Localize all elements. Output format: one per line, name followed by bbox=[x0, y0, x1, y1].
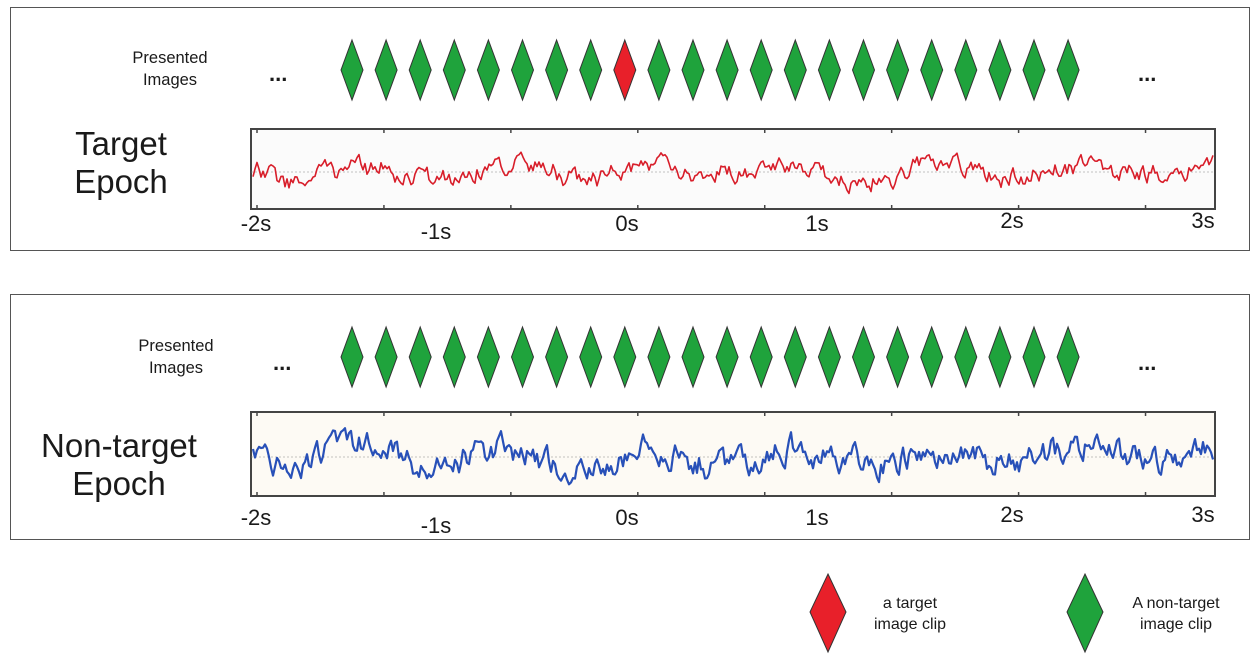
time-tick-label: 1s bbox=[805, 211, 829, 236]
nontarget-image-diamond bbox=[1022, 38, 1046, 102]
nontarget-image-diamond bbox=[749, 38, 773, 102]
ellipsis-right: ... bbox=[1138, 350, 1157, 375]
target-eeg-signal bbox=[250, 128, 1216, 210]
nontarget-image-diamond bbox=[408, 38, 432, 102]
nontarget-image-diamond bbox=[920, 325, 944, 389]
nontarget-image-diamond bbox=[851, 38, 876, 102]
nontarget-image-diamond bbox=[442, 325, 466, 389]
nontarget-image-diamond bbox=[579, 38, 603, 102]
target-epoch-label: Target Epoch bbox=[74, 125, 168, 200]
time-tick-label: -1s bbox=[420, 219, 452, 244]
ellipsis-left: ... bbox=[269, 61, 288, 86]
presented-image-sequence bbox=[340, 38, 1080, 102]
nontarget-image-diamond bbox=[988, 325, 1012, 389]
nontarget-image-diamond bbox=[647, 325, 671, 389]
nontarget-image-diamond bbox=[886, 325, 910, 389]
nontarget-image-diamond bbox=[510, 38, 535, 102]
ellipsis-right: ... bbox=[1138, 61, 1157, 86]
nontarget-image-diamond bbox=[954, 325, 978, 389]
nontarget-diamond-legend-icon bbox=[1066, 572, 1104, 654]
time-tick-label: -2s bbox=[240, 211, 272, 236]
nontarget-image-diamond bbox=[715, 325, 739, 389]
target-epoch-panel: Presented Images ... ... Target Epoch -2… bbox=[10, 7, 1250, 251]
presented-image-sequence bbox=[340, 325, 1080, 389]
nontarget-image-diamond bbox=[545, 325, 569, 389]
nontarget-image-diamond bbox=[613, 325, 637, 389]
nontarget-image-diamond bbox=[783, 38, 807, 102]
nontarget-image-diamond bbox=[954, 38, 978, 102]
ellipsis-left: ... bbox=[273, 350, 292, 375]
nontarget-image-diamond bbox=[579, 325, 603, 389]
nontarget-image-diamond bbox=[988, 38, 1012, 102]
nontarget-epoch-panel: Presented Images ... ... Non-target Epoc… bbox=[10, 294, 1250, 540]
time-tick-label: -1s bbox=[420, 513, 452, 538]
legend-nontarget-text: A non-target image clip bbox=[1132, 595, 1220, 633]
time-tick-label: 0s bbox=[615, 505, 639, 530]
nontarget-image-diamond bbox=[817, 325, 841, 389]
time-tick-label: -2s bbox=[240, 505, 272, 530]
time-tick-label: 2s bbox=[1000, 502, 1024, 527]
nontarget-image-diamond bbox=[545, 38, 569, 102]
nontarget-image-diamond bbox=[647, 38, 671, 102]
nontarget-image-diamond bbox=[442, 38, 466, 102]
nontarget-image-diamond bbox=[374, 325, 398, 389]
nontarget-image-diamond bbox=[476, 38, 500, 102]
presented-images-label: Presented Images bbox=[138, 337, 214, 377]
nontarget-image-diamond bbox=[510, 325, 535, 389]
presented-images-label: Presented Images bbox=[132, 49, 208, 89]
nontarget-image-diamond bbox=[340, 38, 364, 102]
time-tick-label: 1s bbox=[805, 505, 829, 530]
time-tick-label: 3s bbox=[1191, 208, 1215, 233]
time-tick-label: 2s bbox=[1000, 208, 1024, 233]
nontarget-epoch-label: Non-target Epoch bbox=[41, 427, 197, 502]
time-tick-label: 3s bbox=[1191, 502, 1215, 527]
nontarget-image-diamond bbox=[1056, 325, 1080, 389]
nontarget-image-diamond bbox=[374, 38, 398, 102]
nontarget-eeg-signal bbox=[250, 411, 1216, 497]
nontarget-image-diamond bbox=[681, 38, 705, 102]
nontarget-image-diamond bbox=[783, 325, 807, 389]
nontarget-image-diamond bbox=[749, 325, 773, 389]
nontarget-image-diamond bbox=[817, 38, 841, 102]
nontarget-image-diamond bbox=[851, 325, 876, 389]
nontarget-image-diamond bbox=[715, 38, 739, 102]
nontarget-image-diamond bbox=[886, 38, 910, 102]
nontarget-image-diamond bbox=[1022, 325, 1046, 389]
target-image-diamond bbox=[613, 38, 637, 102]
nontarget-image-diamond bbox=[920, 38, 944, 102]
target-diamond-legend-icon bbox=[809, 572, 847, 654]
legend-target-text: a target image clip bbox=[873, 595, 947, 633]
nontarget-image-diamond bbox=[408, 325, 432, 389]
time-tick-label: 0s bbox=[615, 211, 639, 236]
nontarget-image-diamond bbox=[340, 325, 364, 389]
nontarget-image-diamond bbox=[476, 325, 500, 389]
nontarget-image-diamond bbox=[681, 325, 705, 389]
nontarget-image-diamond bbox=[1056, 38, 1080, 102]
